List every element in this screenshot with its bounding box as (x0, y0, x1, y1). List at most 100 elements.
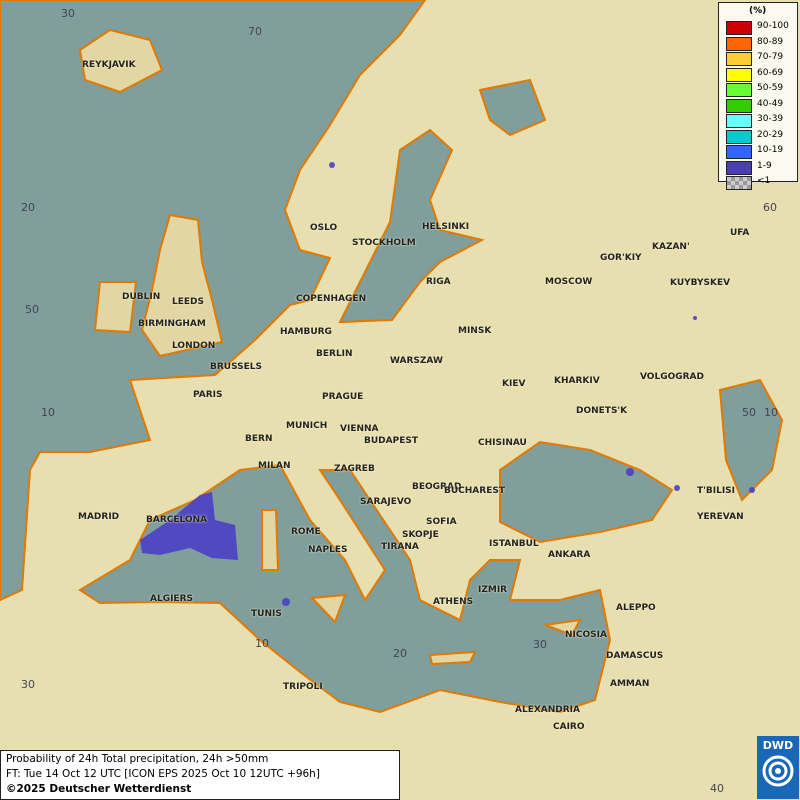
city-label: UFA (730, 228, 750, 238)
city-label: ANKARA (548, 550, 591, 560)
city-label: BRUSSELS (210, 362, 263, 372)
city-label: IZMIR (478, 585, 508, 595)
city-label: MUNICH (286, 421, 328, 431)
legend-label: <1 (757, 176, 771, 186)
city-label: KUYBYSKEV (670, 278, 731, 288)
precip-caucasus-1 (626, 468, 634, 476)
city-label: TRIPOLI (283, 682, 323, 692)
city-label: BERLIN (316, 349, 353, 359)
grid-label: 60 (763, 201, 777, 214)
city-label: BUDAPEST (364, 436, 418, 446)
city-label: BUCHAREST (444, 486, 505, 496)
city-label: NAPLES (308, 545, 348, 555)
legend-item: 30-39 (726, 114, 796, 128)
legend-item: 90-100 (726, 21, 796, 35)
legend-swatch (726, 21, 752, 35)
grid-label: 30 (21, 678, 35, 691)
baltic-sea (338, 128, 485, 324)
city-label: ALGIERS (150, 594, 193, 604)
city-label: KHARKIV (554, 376, 600, 386)
city-label: REYKJAVIK (82, 60, 136, 70)
legend-label: 30-39 (757, 114, 784, 124)
grid-label: 40 (710, 782, 724, 795)
legend-swatch (726, 36, 752, 51)
legend-item: 50-59 (726, 83, 796, 97)
grid-label: 70 (248, 25, 262, 38)
city-label: AMMAN (610, 679, 650, 689)
city-label: BARCELONA (146, 515, 208, 525)
city-label: SKOPJE (402, 530, 439, 540)
grid-label: 30 (533, 638, 547, 651)
legend-swatch (726, 114, 752, 128)
city-label: T'BILISI (697, 486, 736, 496)
grid-label: 10 (41, 406, 55, 419)
grid-label: 20 (21, 201, 35, 214)
city-label: VOLGOGRAD (640, 372, 704, 382)
city-label: MADRID (78, 512, 120, 522)
city-label: ALEXANDRIA (515, 705, 580, 715)
city-label: RIGA (426, 277, 451, 287)
legend-swatch (726, 98, 752, 113)
legend-item: <1 (726, 176, 796, 190)
iceland (78, 28, 164, 94)
legend-label: 70-79 (757, 52, 784, 62)
city-label: VIENNA (340, 424, 379, 434)
precip-volga (693, 316, 697, 320)
city-label: GOR'KIY (600, 253, 642, 263)
legend-label: 60-69 (757, 67, 784, 78)
city-label: PRAGUE (322, 392, 364, 402)
caspian-sea (718, 378, 784, 502)
precip-spain-balearic (140, 492, 238, 560)
great-britain (140, 213, 224, 358)
legend-item: 1-9 (726, 160, 796, 175)
city-label: NICOSIA (565, 630, 607, 640)
legend-item: 80-89 (726, 36, 796, 51)
city-label: KIEV (502, 379, 526, 389)
city-label: TIRANA (381, 542, 419, 552)
city-label: STOCKHOLM (352, 238, 416, 248)
legend: (%) 90-100 80-89 70-79 60-69 50-59 40-49 30-39… (718, 2, 798, 190)
grid-label: 50 (742, 406, 756, 419)
city-label: BEOGRAD (412, 482, 462, 492)
legend-label: 90-100 (757, 21, 789, 31)
city-label: SOFIA (426, 517, 457, 527)
city-label: MOSCOW (545, 277, 593, 287)
city-label: ATHENS (433, 597, 474, 607)
legend-swatch (726, 52, 752, 66)
sicily (309, 593, 347, 624)
city-label: HAMBURG (280, 327, 332, 337)
legend-item: 70-79 (726, 52, 796, 66)
city-label: YEREVAN (697, 512, 744, 522)
legend-unit: (%) (749, 6, 767, 16)
legend-label: 50-59 (757, 83, 784, 93)
city-label: PARIS (193, 390, 223, 400)
white-sea (478, 78, 547, 137)
logo-text: DWD (762, 739, 794, 752)
grid-label: 10 (764, 406, 778, 419)
black-sea (499, 440, 674, 544)
city-label: LONDON (172, 341, 216, 351)
city-label: MINSK (458, 326, 492, 336)
swirl-icon (762, 755, 794, 787)
legend-swatch (726, 145, 752, 159)
legend-swatch (726, 176, 752, 190)
ireland (93, 281, 138, 334)
city-label: KAZAN' (652, 242, 690, 252)
grid-label: 20 (393, 647, 407, 660)
city-label: TUNIS (251, 609, 282, 619)
city-label: DAMASCUS (606, 651, 664, 661)
city-label: MILAN (258, 461, 291, 471)
legend-label: 1-9 (757, 160, 772, 171)
precip-caucasus-2 (674, 485, 680, 491)
city-label: ISTANBUL (489, 539, 539, 549)
legend-swatch (726, 83, 752, 97)
city-label: CHISINAU (478, 438, 527, 448)
city-label: SARAJEVO (360, 497, 412, 507)
corsica-sardinia (261, 509, 280, 571)
city-label: WARSZAW (390, 356, 443, 366)
city-label: ROME (291, 527, 321, 537)
legend-label: 80-89 (757, 36, 784, 47)
islands (78, 28, 582, 666)
cyprus (544, 618, 582, 637)
